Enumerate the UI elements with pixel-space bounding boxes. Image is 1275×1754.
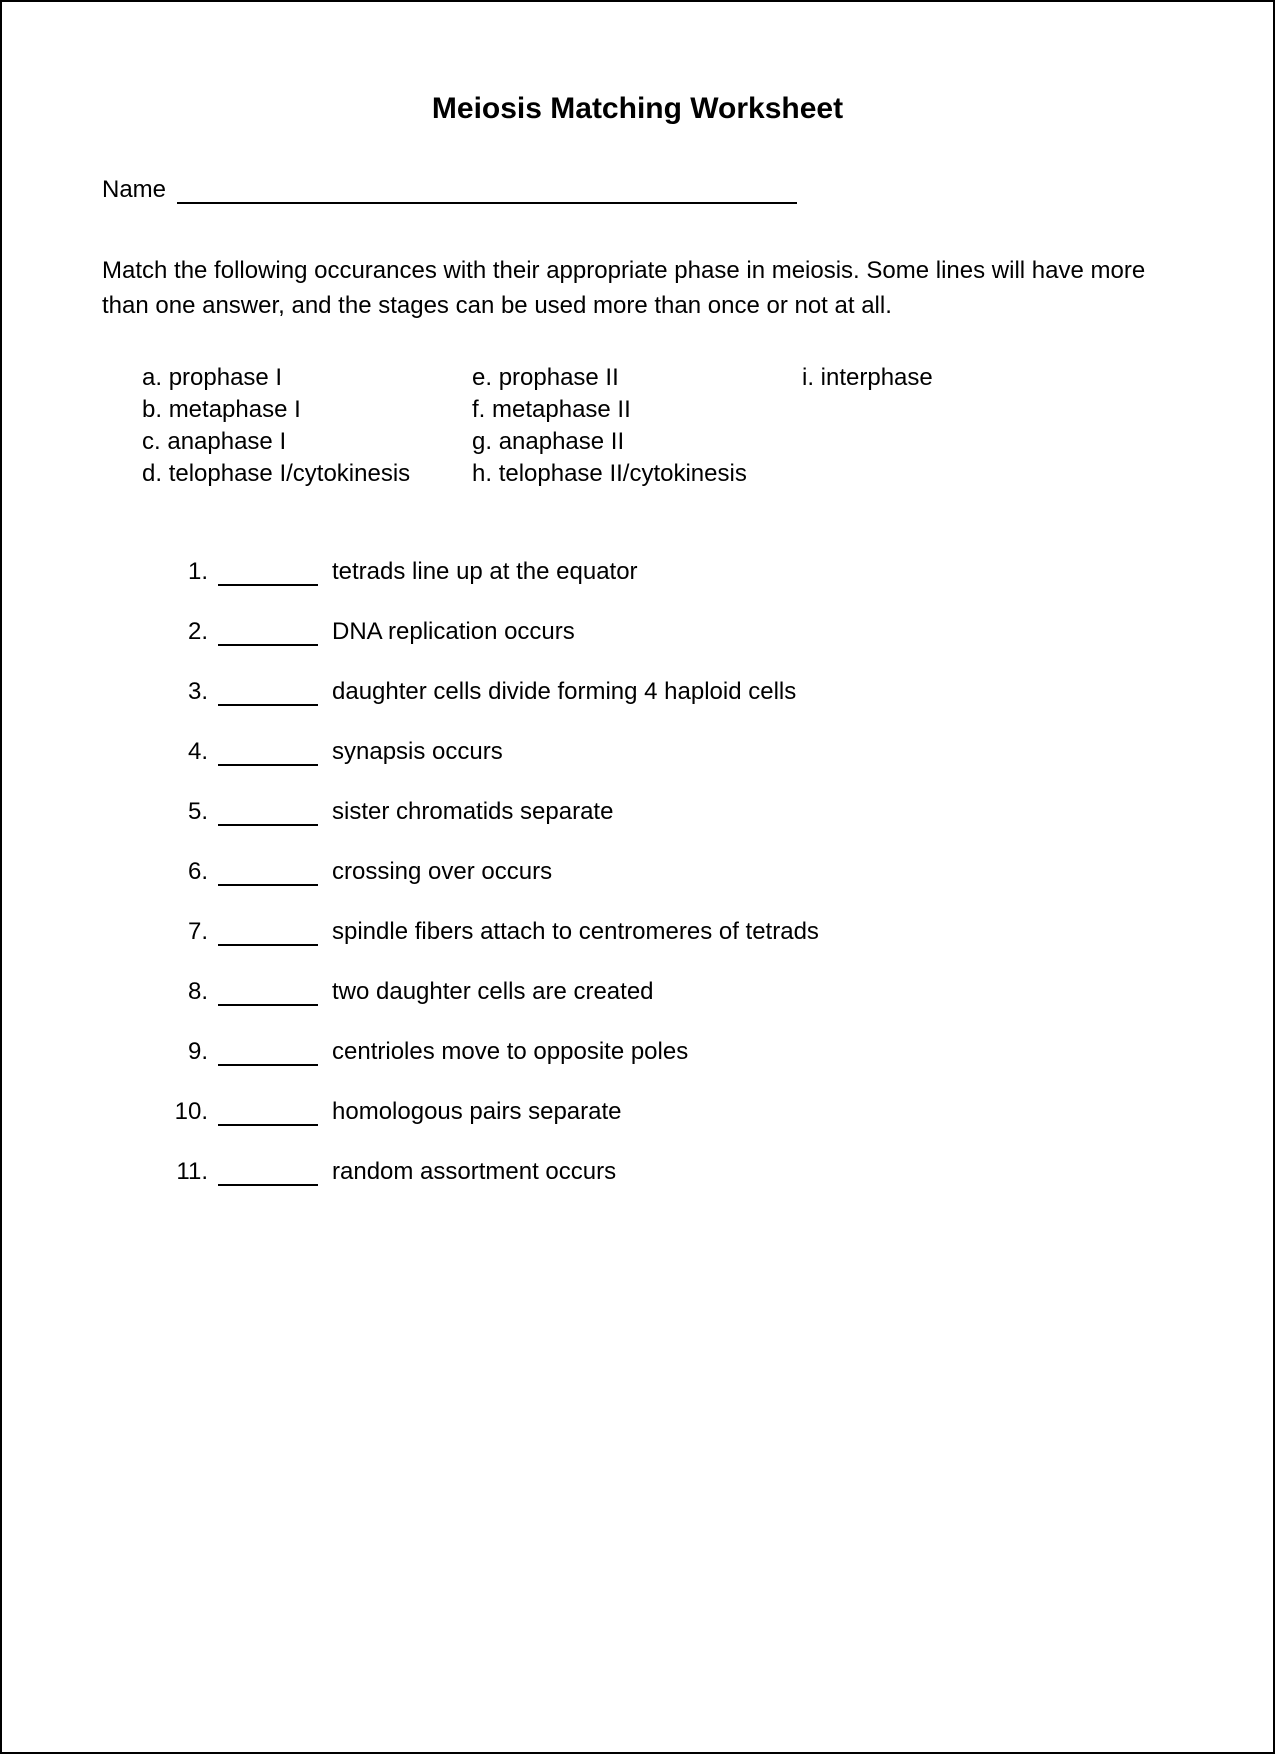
question-row: 1. tetrads line up at the equator	[172, 558, 1173, 586]
option-g: g. anaphase II	[472, 428, 802, 456]
option-text: interphase	[821, 364, 933, 391]
option-letter: c.	[142, 428, 161, 455]
option-d: d. telophase I/cytokinesis	[142, 460, 472, 488]
question-text: synapsis occurs	[332, 738, 503, 766]
question-number: 7.	[172, 918, 208, 946]
question-row: 4. synapsis occurs	[172, 738, 1173, 766]
question-row: 3. daughter cells divide forming 4 haplo…	[172, 678, 1173, 706]
option-b: b. metaphase I	[142, 396, 472, 424]
question-row: 6. crossing over occurs	[172, 858, 1173, 886]
question-number: 10.	[172, 1098, 208, 1126]
option-text: metaphase II	[492, 396, 631, 423]
option-text: prophase I	[169, 364, 282, 391]
question-number: 5.	[172, 798, 208, 826]
question-number: 2.	[172, 618, 208, 646]
question-number: 9.	[172, 1038, 208, 1066]
answer-blank[interactable]	[218, 568, 318, 586]
option-letter: f.	[472, 396, 485, 423]
option-letter: i.	[802, 364, 814, 391]
option-i: i. interphase	[802, 364, 1062, 392]
option-letter: g.	[472, 428, 492, 455]
question-number: 3.	[172, 678, 208, 706]
option-text: metaphase I	[169, 396, 301, 423]
option-c: c. anaphase I	[142, 428, 472, 456]
instructions-text: Match the following occurances with thei…	[102, 254, 1173, 324]
option-text: telophase I/cytokinesis	[169, 460, 410, 487]
name-input-line[interactable]	[177, 186, 797, 204]
question-text: homologous pairs separate	[332, 1098, 622, 1126]
question-text: DNA replication occurs	[332, 618, 575, 646]
answer-options-grid: a. prophase I e. prophase II i. interpha…	[142, 364, 1173, 488]
worksheet-title: Meiosis Matching Worksheet	[102, 92, 1173, 126]
question-text: random assortment occurs	[332, 1158, 616, 1186]
answer-blank[interactable]	[218, 628, 318, 646]
option-f: f. metaphase II	[472, 396, 802, 424]
question-row: 7. spindle fibers attach to centromeres …	[172, 918, 1173, 946]
option-text: telophase II/cytokinesis	[499, 460, 747, 487]
answer-blank[interactable]	[218, 988, 318, 1006]
option-letter: h.	[472, 460, 492, 487]
name-label: Name	[102, 176, 166, 203]
question-text: crossing over occurs	[332, 858, 552, 886]
option-letter: b.	[142, 396, 162, 423]
question-text: tetrads line up at the equator	[332, 558, 638, 586]
question-text: sister chromatids separate	[332, 798, 613, 826]
question-number: 4.	[172, 738, 208, 766]
option-letter: e.	[472, 364, 492, 391]
option-text: anaphase I	[167, 428, 286, 455]
questions-list: 1. tetrads line up at the equator 2. DNA…	[172, 558, 1173, 1186]
option-text: prophase II	[499, 364, 619, 391]
question-row: 10. homologous pairs separate	[172, 1098, 1173, 1126]
question-row: 8. two daughter cells are created	[172, 978, 1173, 1006]
question-text: centrioles move to opposite poles	[332, 1038, 688, 1066]
answer-blank[interactable]	[218, 808, 318, 826]
worksheet-page: Meiosis Matching Worksheet Name Match th…	[0, 0, 1275, 1754]
answer-blank[interactable]	[218, 1168, 318, 1186]
answer-blank[interactable]	[218, 1108, 318, 1126]
question-number: 6.	[172, 858, 208, 886]
question-number: 8.	[172, 978, 208, 1006]
answer-blank[interactable]	[218, 868, 318, 886]
question-row: 2. DNA replication occurs	[172, 618, 1173, 646]
option-letter: a.	[142, 364, 162, 391]
question-row: 11. random assortment occurs	[172, 1158, 1173, 1186]
answer-blank[interactable]	[218, 928, 318, 946]
name-row: Name	[102, 176, 1173, 204]
answer-blank[interactable]	[218, 1048, 318, 1066]
question-text: daughter cells divide forming 4 haploid …	[332, 678, 796, 706]
option-letter: d.	[142, 460, 162, 487]
question-number: 11.	[172, 1158, 208, 1186]
question-row: 5. sister chromatids separate	[172, 798, 1173, 826]
option-h: h. telophase II/cytokinesis	[472, 460, 802, 488]
answer-blank[interactable]	[218, 688, 318, 706]
answer-blank[interactable]	[218, 748, 318, 766]
option-text: anaphase II	[499, 428, 624, 455]
question-text: spindle fibers attach to centromeres of …	[332, 918, 819, 946]
option-e: e. prophase II	[472, 364, 802, 392]
question-row: 9. centrioles move to opposite poles	[172, 1038, 1173, 1066]
question-number: 1.	[172, 558, 208, 586]
question-text: two daughter cells are created	[332, 978, 654, 1006]
option-a: a. prophase I	[142, 364, 472, 392]
